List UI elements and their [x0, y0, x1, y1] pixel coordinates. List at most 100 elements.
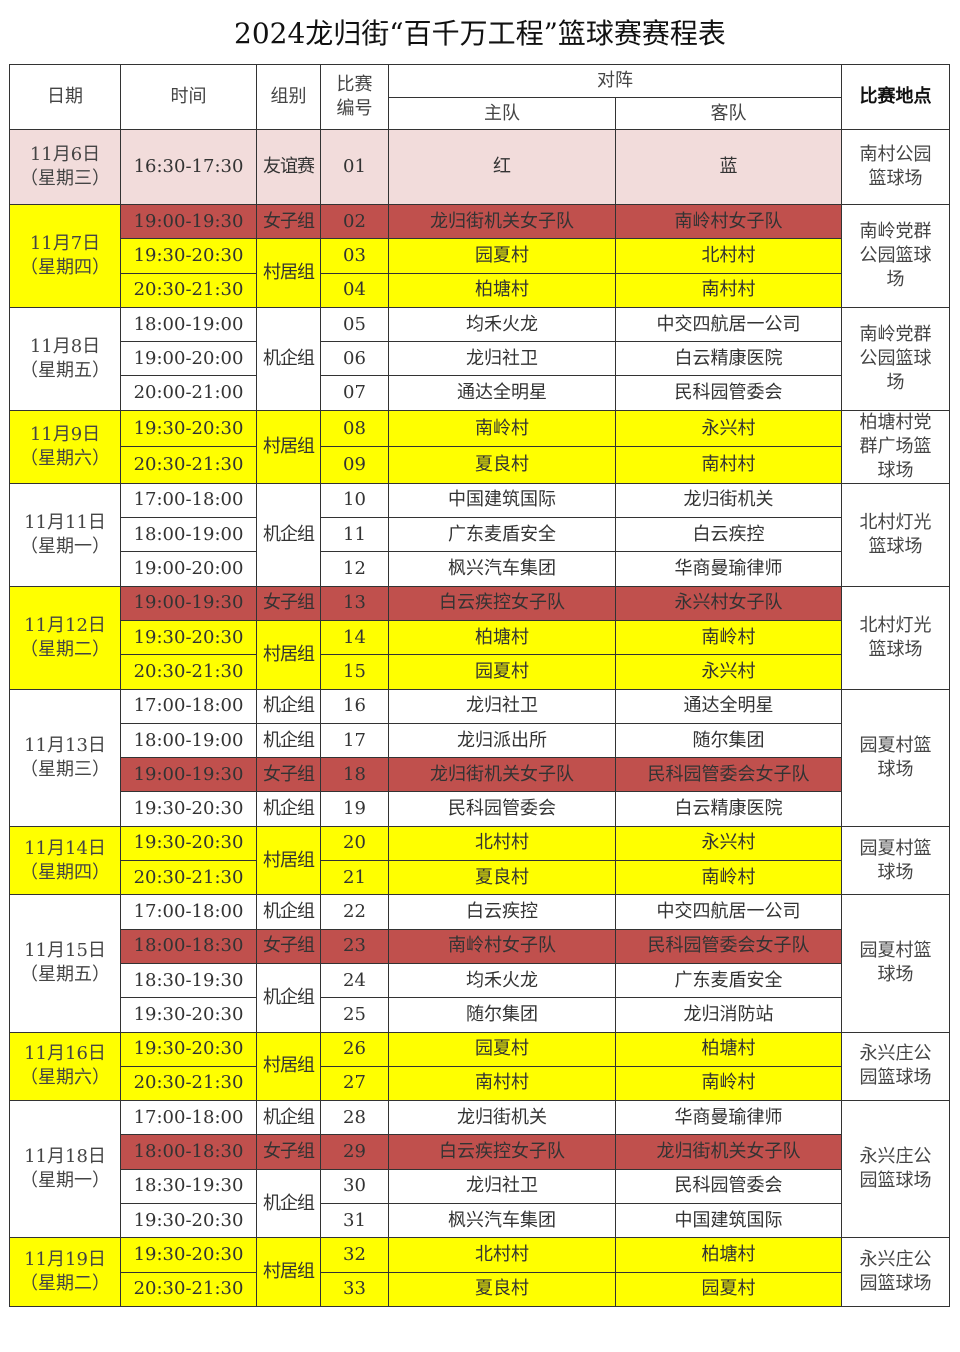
- venue-cell: 南岭党群公园篮球场: [841, 306, 950, 411]
- date-label: 11月11日: [24, 511, 106, 533]
- group-cell: 村居组: [256, 619, 321, 690]
- group-cell: 女子组: [256, 1134, 321, 1170]
- home-team-cell: 园夏村: [388, 654, 616, 690]
- home-team-cell: 园夏村: [388, 238, 616, 274]
- venue-cell: 园夏村篮球场: [841, 894, 950, 1033]
- time-cell: 17:00-18:00: [120, 894, 257, 930]
- group-cell: 村居组: [256, 1031, 321, 1102]
- venue-cell: 南岭党群公园篮球场: [841, 204, 950, 308]
- home-team-cell: 枫兴汽车集团: [388, 1203, 616, 1239]
- weekday-label: （星期四）: [20, 861, 110, 883]
- match-row: 11月14日 （星期四） 19:30-20:30 村居组 20 北村村 永兴村 园夏村篮球场: [9, 825, 950, 896]
- time-cell: 18:30-19:30: [120, 962, 257, 999]
- weekday-label: （星期一）: [20, 535, 110, 557]
- match-row: 19:00-19:30 女子组 18 龙归街机关女子队 民科园管委会女子队: [10, 757, 950, 793]
- match-no-cell: 24: [320, 962, 389, 999]
- home-team-cell: 均禾火龙: [388, 962, 616, 999]
- home-team-cell: 白云疾控女子队: [388, 585, 616, 621]
- time-cell: 20:00-21:00: [120, 375, 257, 411]
- home-team-cell: 随尔集团: [388, 997, 616, 1033]
- group-cell: 机企组: [256, 1168, 321, 1239]
- date-cell: 11月6日 （星期三）: [9, 129, 121, 205]
- home-team-cell: 龙归社卫: [388, 688, 616, 724]
- date-label: 11月19日: [24, 1249, 106, 1271]
- header-home: 主队: [388, 97, 616, 130]
- schedule-body: 11月6日 （星期三） 16:30-17:30 友谊赛 01 红蓝南村公园篮球场 11月7日…: [9, 129, 950, 1307]
- venue-cell: 园夏村篮球场: [841, 825, 950, 896]
- match-row: 19:30-20:30 31 枫兴汽车集团 中国建筑国际: [10, 1203, 950, 1239]
- match-no-cell: 08: [320, 409, 389, 448]
- match-row: 11月13日 （星期三） 17:00-18:00 机企组 16 龙归社卫 通达全明星 园夏村篮…: [9, 688, 950, 827]
- date-cell: 11月19日 （星期二）: [9, 1237, 121, 1307]
- match-row: 19:30-20:30 机企组 19 民科园管委会 白云精康医院: [10, 791, 950, 827]
- group-cell: 女子组: [256, 585, 321, 621]
- match-no-cell: 05: [320, 306, 389, 343]
- match-row: 11月7日 （星期四） 19:00-19:30 女子组 02 龙归街机关女子队 南岭村女子队…: [9, 203, 950, 308]
- group-cell: 村居组: [256, 1237, 321, 1307]
- home-team-cell: 柏塘村: [388, 272, 616, 308]
- match-row: 18:00-19:00 11 广东麦盾安全 白云疾控: [10, 517, 950, 553]
- match-row: 19:00-20:00 06 龙归社卫 白云精康医院: [10, 341, 950, 377]
- away-team-cell: 民科园管委会女子队: [615, 928, 842, 964]
- away-team-cell: 龙归街机关女子队: [615, 1134, 842, 1170]
- home-team-cell: 园夏村: [388, 1031, 616, 1067]
- match-no-cell: 26: [320, 1031, 389, 1067]
- header-venue: 比赛地点: [841, 64, 950, 130]
- match-no-cell: 11: [320, 517, 389, 553]
- away-team-cell: 永兴村: [615, 825, 842, 862]
- away-team-cell: 龙归消防站: [615, 997, 842, 1033]
- home-team-cell: 北村村: [388, 825, 616, 862]
- time-cell: 20:30-21:30: [120, 446, 257, 484]
- match-no-cell: 27: [320, 1065, 389, 1102]
- home-team-cell: 龙归街机关女子队: [388, 757, 616, 793]
- away-team-cell: 民科园管委会: [615, 375, 842, 411]
- match-row: 11月16日 （星期六） 19:30-20:30 村居组 26 园夏村 柏塘村 永兴庄公园篮球…: [9, 1031, 950, 1102]
- group-cell: 机企组: [256, 306, 321, 411]
- away-team-cell: 柏塘村: [615, 1031, 842, 1067]
- match-no-cell: 15: [320, 654, 389, 690]
- time-cell: 18:00-19:00: [120, 306, 257, 343]
- weekday-label: （星期三）: [20, 758, 110, 780]
- venue-cell: 园夏村篮球场: [841, 688, 950, 827]
- time-cell: 18:00-19:00: [120, 722, 257, 759]
- away-team-cell: 白云精康医院: [615, 341, 842, 377]
- group-cell: 机企组: [256, 722, 321, 759]
- away-team-cell: 民科园管委会: [615, 1168, 842, 1205]
- weekday-label: （星期三）: [20, 168, 110, 189]
- header-date: 日期: [9, 64, 121, 130]
- time-cell: 19:00-19:30: [120, 585, 257, 621]
- match-no-cell: 28: [320, 1100, 389, 1136]
- weekday-label: （星期五）: [20, 359, 110, 381]
- away-team-cell: 北村村: [615, 238, 842, 274]
- header-group: 组别: [256, 64, 321, 130]
- time-cell: 17:00-18:00: [120, 482, 257, 519]
- home-team-cell: 白云疾控女子队: [388, 1134, 616, 1170]
- group-cell: 机企组: [256, 1100, 321, 1136]
- weekday-label: （星期六）: [20, 447, 110, 469]
- match-row: 11月6日 （星期三） 16:30-17:30 友谊赛 01 红蓝南村公园篮球场: [9, 129, 950, 205]
- date-label: 11月7日: [29, 232, 101, 254]
- match-row: 19:30-20:30 村居组 14 柏塘村 南岭村: [10, 619, 950, 690]
- match-no-cell: 16: [320, 688, 389, 724]
- home-team-cell: 夏良村: [388, 1271, 616, 1307]
- page-title: 2024龙归街“百千万工程”篮球赛赛程表: [234, 17, 726, 50]
- date-label: 11月9日: [29, 423, 101, 445]
- match-row: 20:00-21:00 07 通达全明星 民科园管委会: [10, 375, 950, 411]
- away-team-cell: 柏塘村: [615, 1237, 842, 1273]
- group-cell: 机企组: [256, 962, 321, 1033]
- group-cell: 机企组: [256, 791, 321, 827]
- away-team-cell: 蓝: [615, 129, 842, 205]
- date-cell: 11月16日 （星期六）: [9, 1031, 121, 1102]
- home-team-cell: 均禾火龙: [388, 306, 616, 343]
- home-team-cell: 红: [388, 129, 616, 205]
- match-no-cell: 25: [320, 997, 389, 1033]
- time-cell: 19:30-20:30: [120, 1203, 257, 1239]
- weekday-label: （星期二）: [20, 638, 110, 660]
- match-row: 11月12日 （星期二） 19:00-19:30 女子组 13 白云疾控女子队 永兴村女子队…: [9, 585, 950, 690]
- home-team-cell: 柏塘村: [388, 619, 616, 656]
- group-cell: 村居组: [256, 825, 321, 896]
- match-row: 11月19日 （星期二） 19:30-20:30 村居组 32 北村村 柏塘村 永兴庄公园篮球…: [9, 1237, 950, 1307]
- date-cell: 11月12日 （星期二）: [9, 585, 121, 690]
- time-cell: 19:00-20:00: [120, 341, 257, 377]
- match-no-cell: 23: [320, 928, 389, 964]
